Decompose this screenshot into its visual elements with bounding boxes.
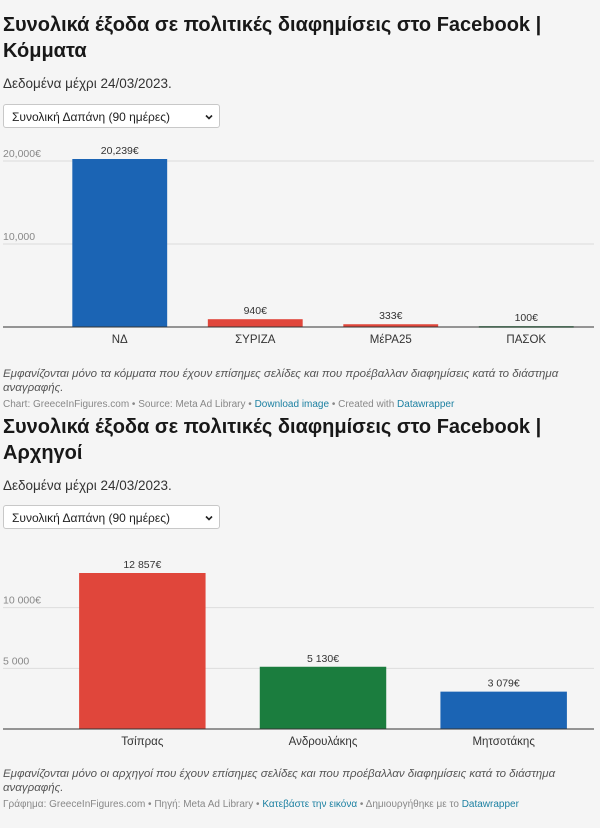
metric-select[interactable]: Συνολική Δαπάνη (90 ημέρες) [3,505,220,529]
chevron-down-icon [205,515,213,521]
chart-byline: Chart: GreeceInFigures.com • Source: Met… [3,399,454,410]
chart-notes: Εμφανίζονται μόνο οι αρχηγοί που έχουν ε… [3,768,556,794]
chart-notes: Εμφανίζονται μόνο τα κόμματα που έχουν ε… [3,368,559,394]
category-label: Τσίπρας [121,736,164,748]
chart-panel-parties: Συνολικά έξοδα σε πολιτικές διαφημίσεις … [3,14,594,410]
bar-value-label: 5 130€ [307,653,339,665]
bar-value-label: 3 079€ [488,678,520,690]
bar-value-label: 940€ [244,305,268,317]
y-tick-label: 20,000€ [3,148,41,160]
chevron-down-icon [205,114,213,120]
chart-byline: Γράφημα: GreeceInFigures.com • Πηγή: Met… [3,799,519,810]
bar [207,319,303,327]
y-tick-label: 5 000 [3,655,29,667]
chart-panel-leaders: Συνολικά έξοδα σε πολιτικές διαφημίσεις … [0,414,600,828]
category-label: Μητσοτάκης [472,736,535,748]
category-label: Ανδρουλάκης [289,736,358,748]
datawrapper-link[interactable]: Datawrapper [461,799,519,810]
chart-subtitle: Δεδομένα μέχρι 24/03/2023. [3,478,172,493]
bar [79,573,206,729]
download-image-link[interactable]: Κατεβάστε την εικόνα [262,799,358,810]
byline-created-with: • Created with [329,399,398,410]
bar [259,666,387,729]
chart-title: Συνολικά έξοδα σε πολιτικές διαφημίσεις … [3,416,542,464]
bar [343,324,439,327]
byline-source: Γράφημα: GreeceInFigures.com • Πηγή: Met… [3,799,263,810]
download-image-link[interactable]: Download image [254,399,330,410]
y-tick-label: 10 000€ [3,595,41,607]
byline-created-with: • Δημιουργήθηκε με το [357,799,462,810]
chart-title: Συνολικά έξοδα σε πολιτικές διαφημίσεις … [3,14,542,62]
bar-chart-parties: 10,000 20,000€ 20,239€ ΝΔ 940€ ΣΥΡΙΖΑ 333€ ΜέΡΑ… [3,145,594,346]
bar [72,159,168,327]
category-label: ΣΥΡΙΖΑ [235,334,276,346]
category-label: ΠΑΣΟΚ [506,334,546,346]
category-label: ΝΔ [112,334,128,346]
bar-value-label: 100€ [515,312,539,324]
metric-select-value: Συνολική Δαπάνη (90 ημέρες) [12,110,171,124]
bar-value-label: 12 857€ [123,559,161,571]
chart-subtitle: Δεδομένα μέχρι 24/03/2023. [3,76,172,91]
byline-source: Chart: GreeceInFigures.com • Source: Met… [3,399,255,410]
category-label: ΜέΡΑ25 [370,334,412,346]
bar-chart-leaders: 5 000 10 000€ 12 857€ Τσίπρας 5 130€ Ανδρουλά… [3,559,594,748]
bar-value-label: 333€ [379,310,403,322]
metric-select[interactable]: Συνολική Δαπάνη (90 ημέρες) [3,104,220,128]
bar-value-label: 20,239€ [101,145,139,157]
bar [440,691,567,729]
y-tick-label: 10,000 [3,231,35,243]
metric-select-value: Συνολική Δαπάνη (90 ημέρες) [12,511,171,525]
datawrapper-link[interactable]: Datawrapper [397,399,455,410]
